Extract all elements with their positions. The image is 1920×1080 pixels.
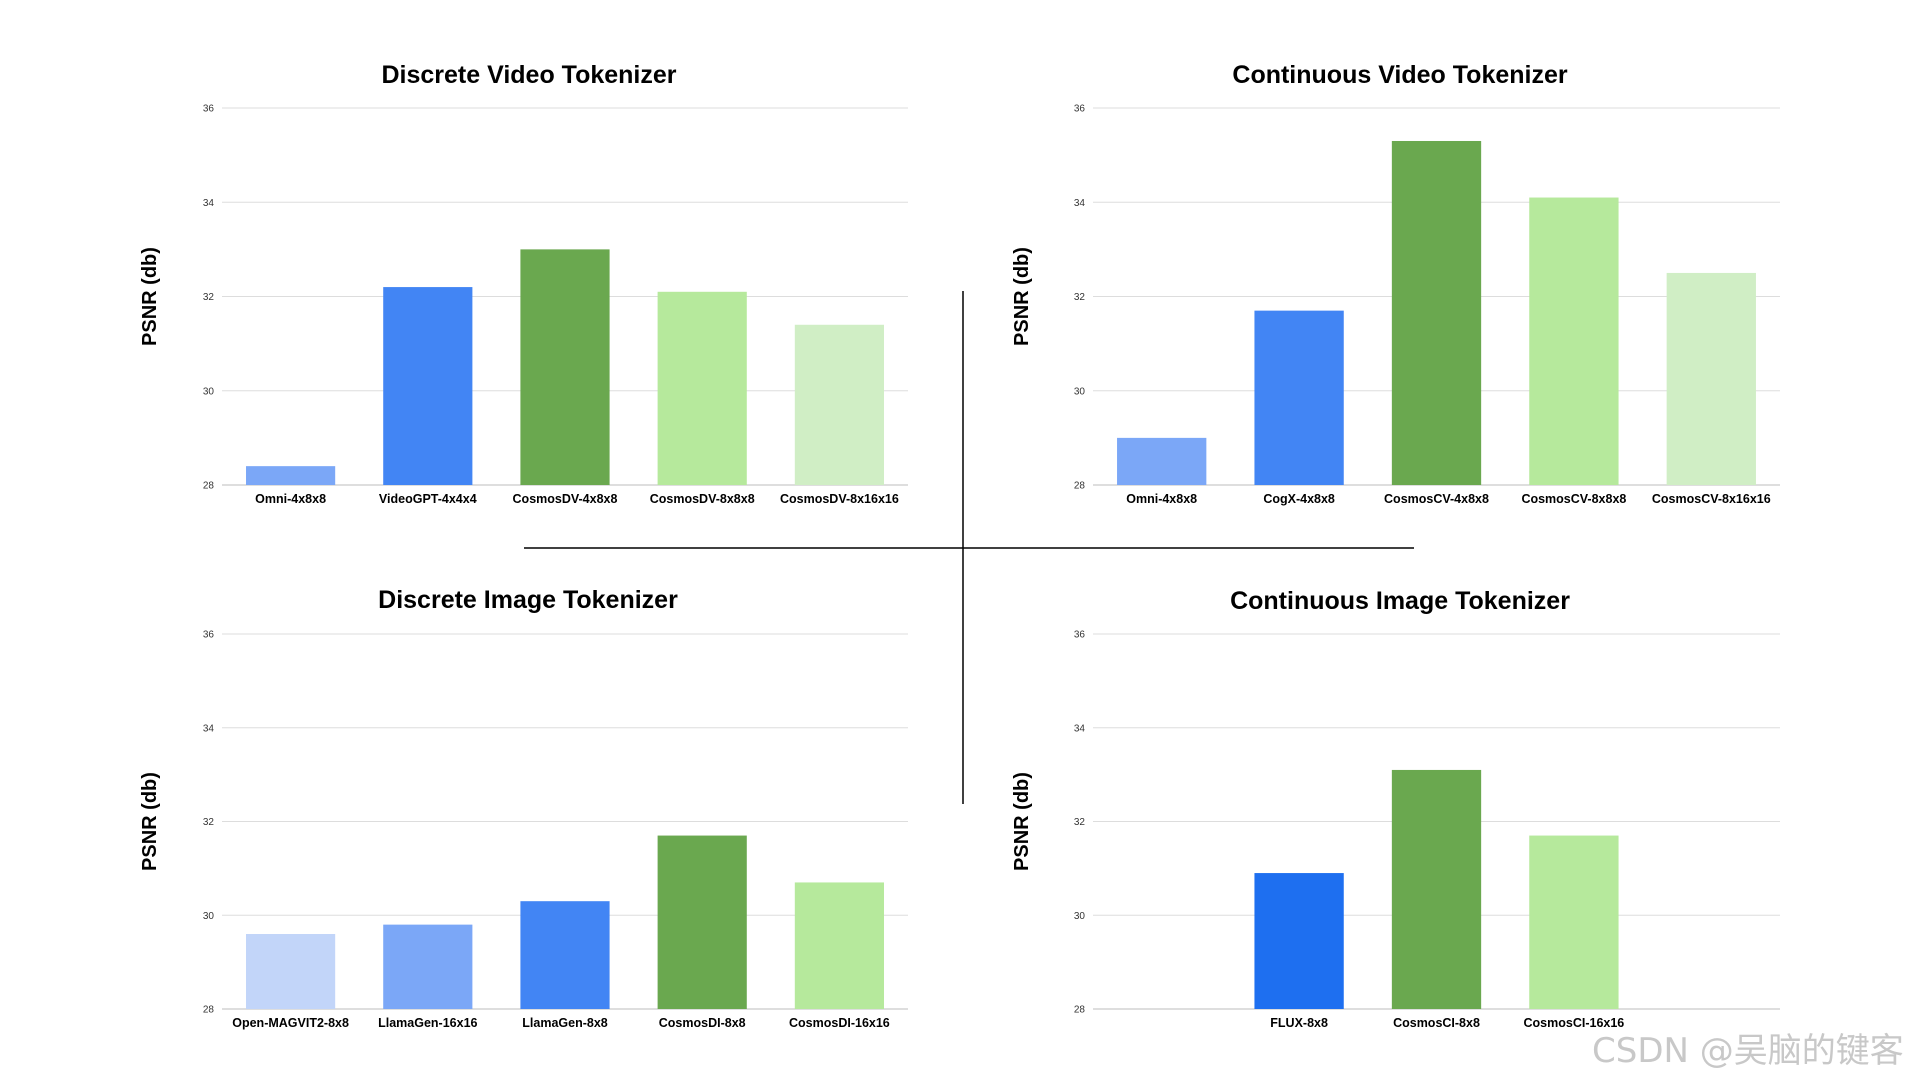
y-tick-label: 36	[1074, 104, 1086, 115]
y-tick-label: 30	[203, 911, 215, 922]
y-tick-label: 36	[203, 630, 215, 641]
chart-panel-1: Discrete Video Tokenizer PSNR (db) 28 30 32 3…	[139, 61, 908, 506]
bar-CosmosCI-8x8	[1391, 769, 1482, 1009]
chart-panel-2: Continuous Video Tokenizer PSNR (db) 28 30 3…	[1011, 61, 1780, 506]
x-category-label: Omni-4x8x8	[1126, 492, 1197, 506]
x-category-label: CosmosCI-16x16	[1524, 1016, 1625, 1030]
y-tick-label: 36	[1074, 630, 1086, 641]
x-category-label: CosmosCV-4x8x8	[1384, 492, 1489, 506]
y-axis-label: PSNR (db)	[139, 772, 161, 871]
x-category-label: Open-MAGVIT2-8x8	[232, 1016, 349, 1030]
x-category-label: CosmosDI-8x8	[659, 1016, 746, 1030]
y-tick-label: 30	[203, 386, 215, 397]
x-category-label: FLUX-8x8	[1270, 1016, 1328, 1030]
bar-CogX-4x8x8	[1254, 310, 1344, 485]
bar-CosmosDI-16x16	[794, 882, 884, 1009]
y-tick-label: 36	[203, 104, 215, 115]
chart-title: Continuous Image Tokenizer	[1230, 587, 1570, 615]
y-tick-label: 34	[203, 198, 215, 209]
bar-CosmosDV-8x8x8	[657, 291, 747, 485]
x-category-label: CosmosDI-16x16	[789, 1016, 890, 1030]
x-category-label: CosmosDV-8x8x8	[650, 492, 755, 506]
chart-title: Discrete Image Tokenizer	[378, 586, 678, 614]
x-category-label: LlamaGen-16x16	[378, 1016, 477, 1030]
bar-Open-MAGVIT2-8x8	[246, 934, 336, 1009]
y-tick-label: 28	[203, 1005, 215, 1016]
bar-CosmosDI-8x8	[657, 835, 747, 1009]
bar-CosmosCV-8x8x8	[1529, 197, 1619, 485]
y-tick-label: 32	[1074, 292, 1086, 303]
y-tick-label: 30	[1074, 911, 1086, 922]
y-axis-label: PSNR (db)	[1011, 772, 1033, 871]
y-tick-label: 30	[1074, 386, 1086, 397]
bar-Omni-4x8x8	[246, 466, 336, 485]
x-category-label: CogX-4x8x8	[1263, 492, 1335, 506]
bar-CosmosCI-16x16	[1529, 835, 1619, 1009]
bar-LlamaGen-16x16	[383, 924, 473, 1009]
x-category-label: CosmosDV-4x8x8	[513, 492, 618, 506]
bar-CosmosDV-8x16x16	[794, 324, 884, 485]
x-category-label: CosmosCV-8x8x8	[1521, 492, 1626, 506]
x-category-label: LlamaGen-8x8	[522, 1016, 608, 1030]
y-tick-label: 28	[1074, 1005, 1086, 1016]
chart-title: Continuous Video Tokenizer	[1232, 61, 1567, 89]
x-category-label: CosmosCI-8x8	[1393, 1016, 1480, 1030]
y-axis-label: PSNR (db)	[1011, 247, 1033, 346]
bar-FLUX-8x8	[1254, 873, 1344, 1009]
chart-panel-3: Discrete Image Tokenizer PSNR (db) 28 30 32 3…	[139, 586, 908, 1030]
bar-CosmosDV-4x8x8	[520, 249, 610, 485]
y-axis-label: PSNR (db)	[139, 247, 161, 346]
bar-CosmosCV-4x8x8	[1391, 140, 1482, 486]
chart-panel-4: Continuous Image Tokenizer PSNR (db) 28 30 3…	[1011, 587, 1780, 1030]
bar-CosmosCV-8x16x16	[1666, 272, 1756, 485]
x-category-label: VideoGPT-4x4x4	[379, 492, 477, 506]
x-category-label: CosmosDV-8x16x16	[780, 492, 899, 506]
x-category-label: CosmosCV-8x16x16	[1652, 492, 1771, 506]
y-tick-label: 28	[203, 481, 215, 492]
watermark-text: CSDN @吴脑的键客	[1592, 1031, 1904, 1071]
bar-Omni-4x8x8	[1117, 437, 1207, 485]
y-tick-label: 34	[1074, 723, 1086, 734]
chart-title: Discrete Video Tokenizer	[381, 61, 676, 89]
y-tick-label: 32	[203, 292, 215, 303]
charts-group: Discrete Video Tokenizer PSNR (db) 28 30 32 3…	[139, 61, 1780, 1030]
y-tick-label: 34	[203, 723, 215, 734]
bar-VideoGPT-4x4x4	[383, 287, 473, 485]
y-tick-label: 28	[1074, 481, 1086, 492]
y-tick-label: 32	[203, 817, 215, 828]
bar-LlamaGen-8x8	[520, 901, 610, 1009]
y-tick-label: 34	[1074, 198, 1086, 209]
x-category-label: Omni-4x8x8	[255, 492, 326, 506]
y-tick-label: 32	[1074, 817, 1086, 828]
